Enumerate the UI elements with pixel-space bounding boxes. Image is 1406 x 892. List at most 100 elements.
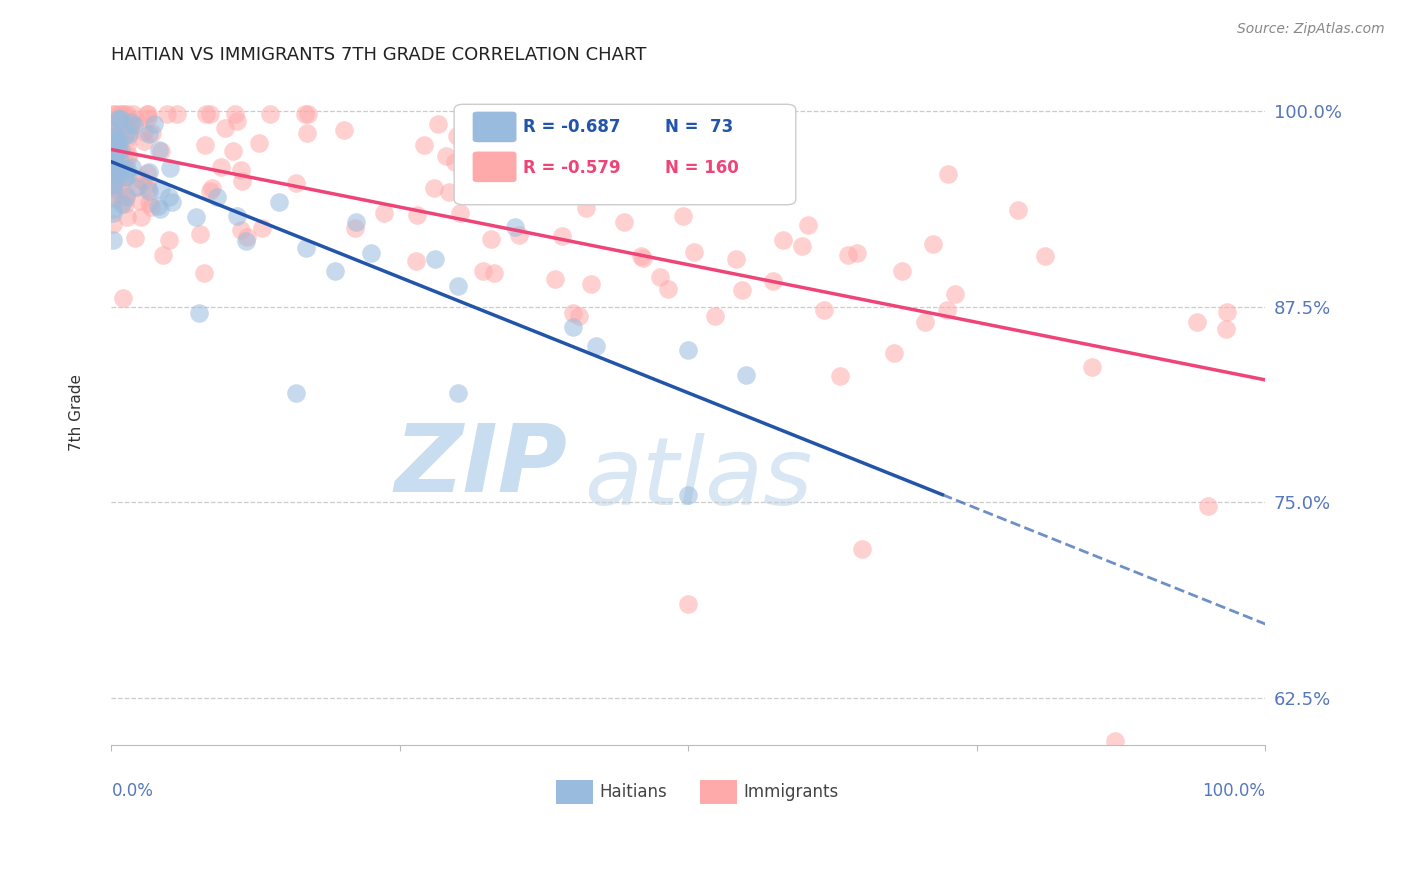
Point <box>135 107 157 121</box>
Point <box>107 107 129 121</box>
Point <box>129 171 152 186</box>
Point <box>124 119 146 133</box>
Point <box>446 385 468 400</box>
Point <box>762 274 785 288</box>
Point <box>205 189 228 203</box>
Point <box>138 165 160 179</box>
Point <box>235 234 257 248</box>
Point <box>152 247 174 261</box>
Point <box>101 180 124 194</box>
Point <box>921 236 943 251</box>
Point <box>107 152 129 166</box>
Point <box>187 306 209 320</box>
Point <box>479 232 502 246</box>
Point <box>101 129 124 144</box>
Point <box>103 163 125 178</box>
Point <box>103 159 125 173</box>
Point <box>118 123 141 137</box>
Point <box>285 176 308 190</box>
FancyBboxPatch shape <box>555 780 593 804</box>
Point <box>101 124 124 138</box>
Point <box>613 215 636 229</box>
FancyBboxPatch shape <box>472 112 516 142</box>
Point <box>297 126 319 140</box>
Point <box>124 112 146 127</box>
Point <box>796 219 818 233</box>
Point <box>323 264 346 278</box>
Point <box>226 209 249 223</box>
Point <box>837 248 859 262</box>
Point <box>914 315 936 329</box>
Point <box>1007 202 1029 217</box>
Point <box>112 107 135 121</box>
Point <box>231 163 253 178</box>
Point <box>115 138 138 153</box>
Point <box>373 206 395 220</box>
Point <box>108 184 131 198</box>
Point <box>139 200 162 214</box>
Point <box>938 167 960 181</box>
Point <box>108 112 131 126</box>
Point <box>146 199 169 213</box>
Point <box>110 112 132 126</box>
Point <box>184 210 207 224</box>
Point <box>103 147 125 161</box>
Point <box>101 142 124 156</box>
Point <box>166 107 188 121</box>
Point <box>1187 315 1209 329</box>
Point <box>406 208 429 222</box>
Point <box>672 209 695 223</box>
Point <box>344 215 367 229</box>
Point <box>131 174 153 188</box>
Point <box>943 286 966 301</box>
Point <box>128 194 150 209</box>
Point <box>427 117 450 131</box>
Point <box>117 152 139 166</box>
Point <box>101 120 124 135</box>
Point <box>105 112 128 126</box>
Point <box>472 264 495 278</box>
Point <box>156 107 179 121</box>
Point <box>575 201 598 215</box>
Point <box>110 143 132 157</box>
Point <box>103 153 125 167</box>
Point <box>198 107 221 121</box>
Point <box>101 152 124 166</box>
Point <box>110 109 132 123</box>
FancyBboxPatch shape <box>454 104 796 205</box>
Point <box>114 169 136 184</box>
Point <box>222 145 245 159</box>
Point <box>107 159 129 173</box>
FancyBboxPatch shape <box>472 152 516 182</box>
Point <box>209 161 232 175</box>
FancyBboxPatch shape <box>700 780 737 804</box>
Point <box>117 130 139 145</box>
Point <box>678 488 700 502</box>
Point <box>678 343 700 357</box>
Point <box>107 112 129 126</box>
Point <box>117 161 139 176</box>
Point <box>115 165 138 179</box>
Point <box>124 179 146 194</box>
Point <box>131 210 153 224</box>
Point <box>125 179 148 194</box>
Text: N =  73: N = 73 <box>665 118 734 136</box>
Point <box>648 270 671 285</box>
Point <box>104 121 127 136</box>
Point <box>247 136 270 150</box>
Point <box>633 251 655 265</box>
Point <box>446 128 468 143</box>
Point <box>138 128 160 142</box>
Point <box>104 140 127 154</box>
Point <box>105 171 128 186</box>
Point <box>138 185 160 199</box>
Point <box>149 202 172 216</box>
Point <box>101 177 124 191</box>
Point <box>534 107 557 121</box>
Point <box>214 121 236 136</box>
Point <box>725 252 748 267</box>
Point <box>103 135 125 149</box>
Point <box>231 174 253 188</box>
Point <box>112 152 135 166</box>
Point <box>101 107 124 121</box>
